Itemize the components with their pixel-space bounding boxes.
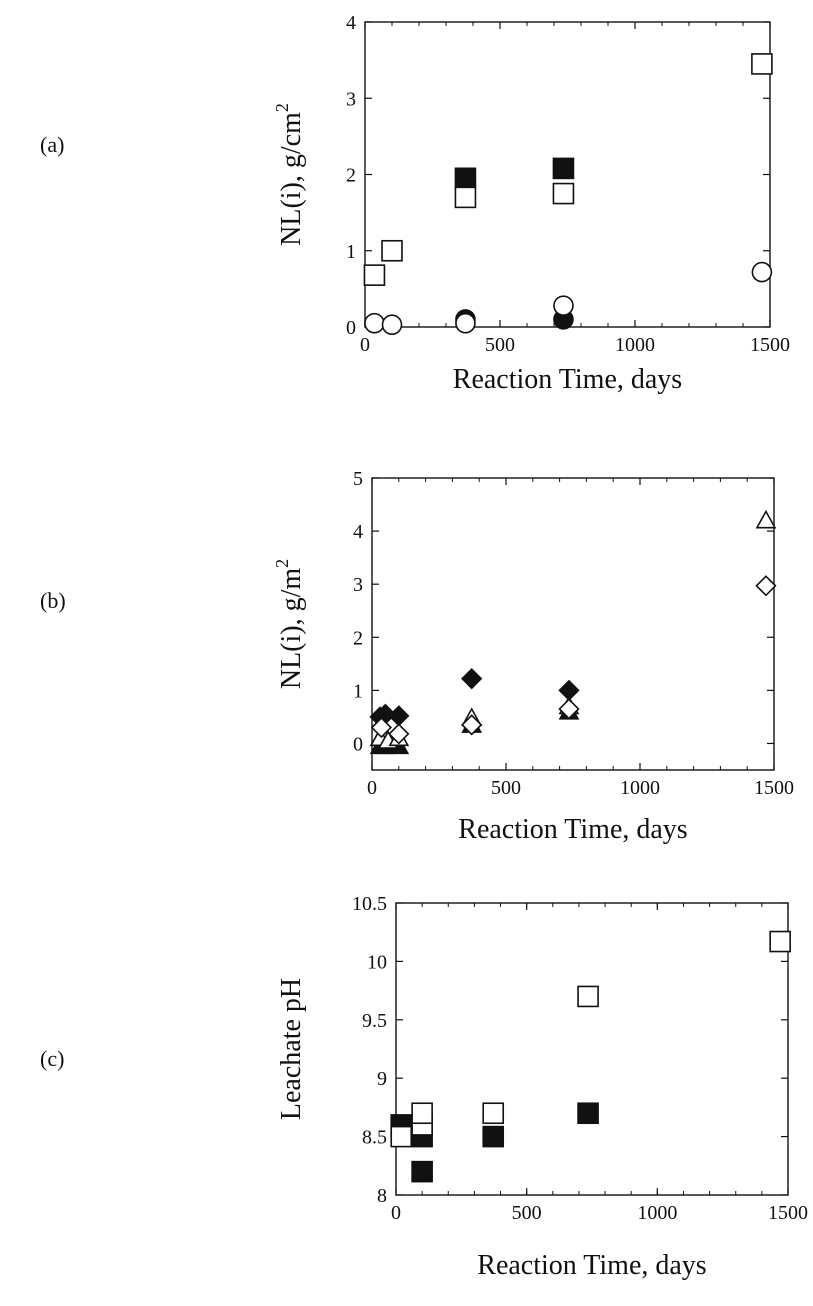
y-tick-label: 5 bbox=[353, 468, 363, 490]
data-point-open-diamond bbox=[370, 716, 393, 739]
data-point-open-square bbox=[454, 186, 477, 209]
data-point-filled-square bbox=[454, 167, 477, 190]
y-axis-label-text: NL(i), g/cm bbox=[276, 112, 307, 246]
data-point-open-circle bbox=[364, 312, 385, 334]
chart-a-nl-g-per-cm2: 0 500 1000 1500 0 1 2 3 4 Reaction Time, days NL(i… bbox=[272, 12, 790, 395]
data-point-open-circle bbox=[553, 295, 574, 316]
panel-label-b: (b) bbox=[40, 588, 66, 613]
data-point-open-diamond bbox=[461, 714, 483, 736]
y-axis-label: Leachate pH bbox=[276, 978, 307, 1120]
y-tick-label: 8.5 bbox=[362, 1127, 387, 1149]
panel-label-c: (c) bbox=[40, 1046, 65, 1071]
y-tick-label: 8 bbox=[377, 1185, 387, 1207]
x-tick-label: 1500 bbox=[754, 777, 794, 799]
y-tick-label: 3 bbox=[353, 574, 363, 596]
y-tick-label: 4 bbox=[346, 12, 356, 34]
data-point-open-square bbox=[751, 53, 773, 75]
y-tick-label: 1 bbox=[346, 241, 356, 263]
y-tick-label: 3 bbox=[346, 88, 356, 110]
y-tick-label: 2 bbox=[353, 627, 363, 649]
data-point-open-triangle bbox=[755, 509, 777, 529]
plot-frame bbox=[395, 902, 789, 1196]
series-1-open-square bbox=[390, 930, 791, 1148]
x-tick-label: 0 bbox=[367, 777, 377, 799]
data-point-filled-square bbox=[552, 157, 575, 180]
series-0-filled-square bbox=[454, 157, 575, 190]
data-point-open-square bbox=[390, 1125, 413, 1148]
y-axis-label: NL(i), g/cm2 bbox=[272, 103, 307, 246]
y-tick-label: 0 bbox=[353, 733, 363, 755]
data-point-open-square bbox=[363, 264, 386, 286]
data-point-open-square bbox=[482, 1102, 505, 1125]
x-tick-label: 1500 bbox=[750, 334, 790, 356]
data-point-open-diamond bbox=[558, 698, 580, 720]
x-tick-label: 500 bbox=[485, 334, 515, 356]
x-axis-label: Reaction Time, days bbox=[453, 364, 682, 395]
data-point-filled-square bbox=[482, 1125, 505, 1148]
y-axis-label-text: NL(i), g/m bbox=[276, 568, 307, 690]
x-tick-label: 1000 bbox=[615, 334, 655, 356]
series-3-open-circle bbox=[364, 261, 773, 336]
y-axis-label: NL(i), g/m2 bbox=[272, 559, 307, 689]
data-point-open-square bbox=[411, 1102, 433, 1125]
x-tick-label: 500 bbox=[512, 1202, 542, 1224]
y-tick-label: 4 bbox=[353, 521, 363, 543]
x-tick-label: 1000 bbox=[620, 777, 660, 799]
data-point-open-circle bbox=[455, 312, 476, 334]
y-axis-label-superscript: 2 bbox=[272, 559, 292, 568]
y-tick-label: 0 bbox=[346, 317, 356, 339]
y-tick-label: 10.5 bbox=[352, 893, 387, 915]
y-tick-label: 9 bbox=[377, 1068, 387, 1090]
data-point-filled-square bbox=[411, 1160, 433, 1183]
y-tick-label: 1 bbox=[353, 680, 363, 702]
data-point-filled-diamond bbox=[461, 668, 483, 690]
data-point-open-square bbox=[769, 930, 791, 953]
series-3-open-diamond bbox=[370, 575, 777, 745]
x-axis-label: Reaction Time, days bbox=[477, 1250, 706, 1281]
chart-c-leachate-ph: 0 500 1000 1500 8 8.5 9 9.5 10 10.5 Reaction Time,… bbox=[276, 893, 808, 1281]
y-tick-label: 9.5 bbox=[362, 1010, 387, 1032]
y-tick-label: 10 bbox=[367, 951, 387, 973]
data-point-open-square bbox=[577, 985, 599, 1008]
data-point-filled-square bbox=[577, 1102, 599, 1125]
plot-frame bbox=[371, 477, 775, 771]
x-tick-label: 1500 bbox=[768, 1202, 808, 1224]
data-point-open-square bbox=[381, 239, 403, 262]
x-tick-label: 1000 bbox=[637, 1202, 677, 1224]
panel-label-a: (a) bbox=[40, 132, 65, 157]
x-tick-label: 0 bbox=[391, 1202, 401, 1224]
x-tick-label: 500 bbox=[491, 777, 521, 799]
data-point-filled-diamond bbox=[388, 705, 410, 727]
data-point-open-circle bbox=[381, 314, 403, 336]
chart-b-nl-g-per-m2: 0 500 1000 1500 0 1 2 3 4 5 Reaction Time, days NL(… bbox=[272, 468, 794, 845]
y-axis-label-superscript: 2 bbox=[272, 103, 292, 112]
x-axis-label: Reaction Time, days bbox=[458, 814, 687, 845]
series-1-open-square bbox=[363, 53, 773, 286]
data-point-open-square bbox=[552, 182, 575, 205]
data-point-open-diamond bbox=[755, 575, 777, 597]
y-tick-label: 2 bbox=[346, 165, 356, 187]
data-point-open-circle bbox=[751, 261, 773, 283]
data-point-open-diamond bbox=[388, 723, 410, 745]
x-tick-label: 0 bbox=[360, 334, 370, 356]
